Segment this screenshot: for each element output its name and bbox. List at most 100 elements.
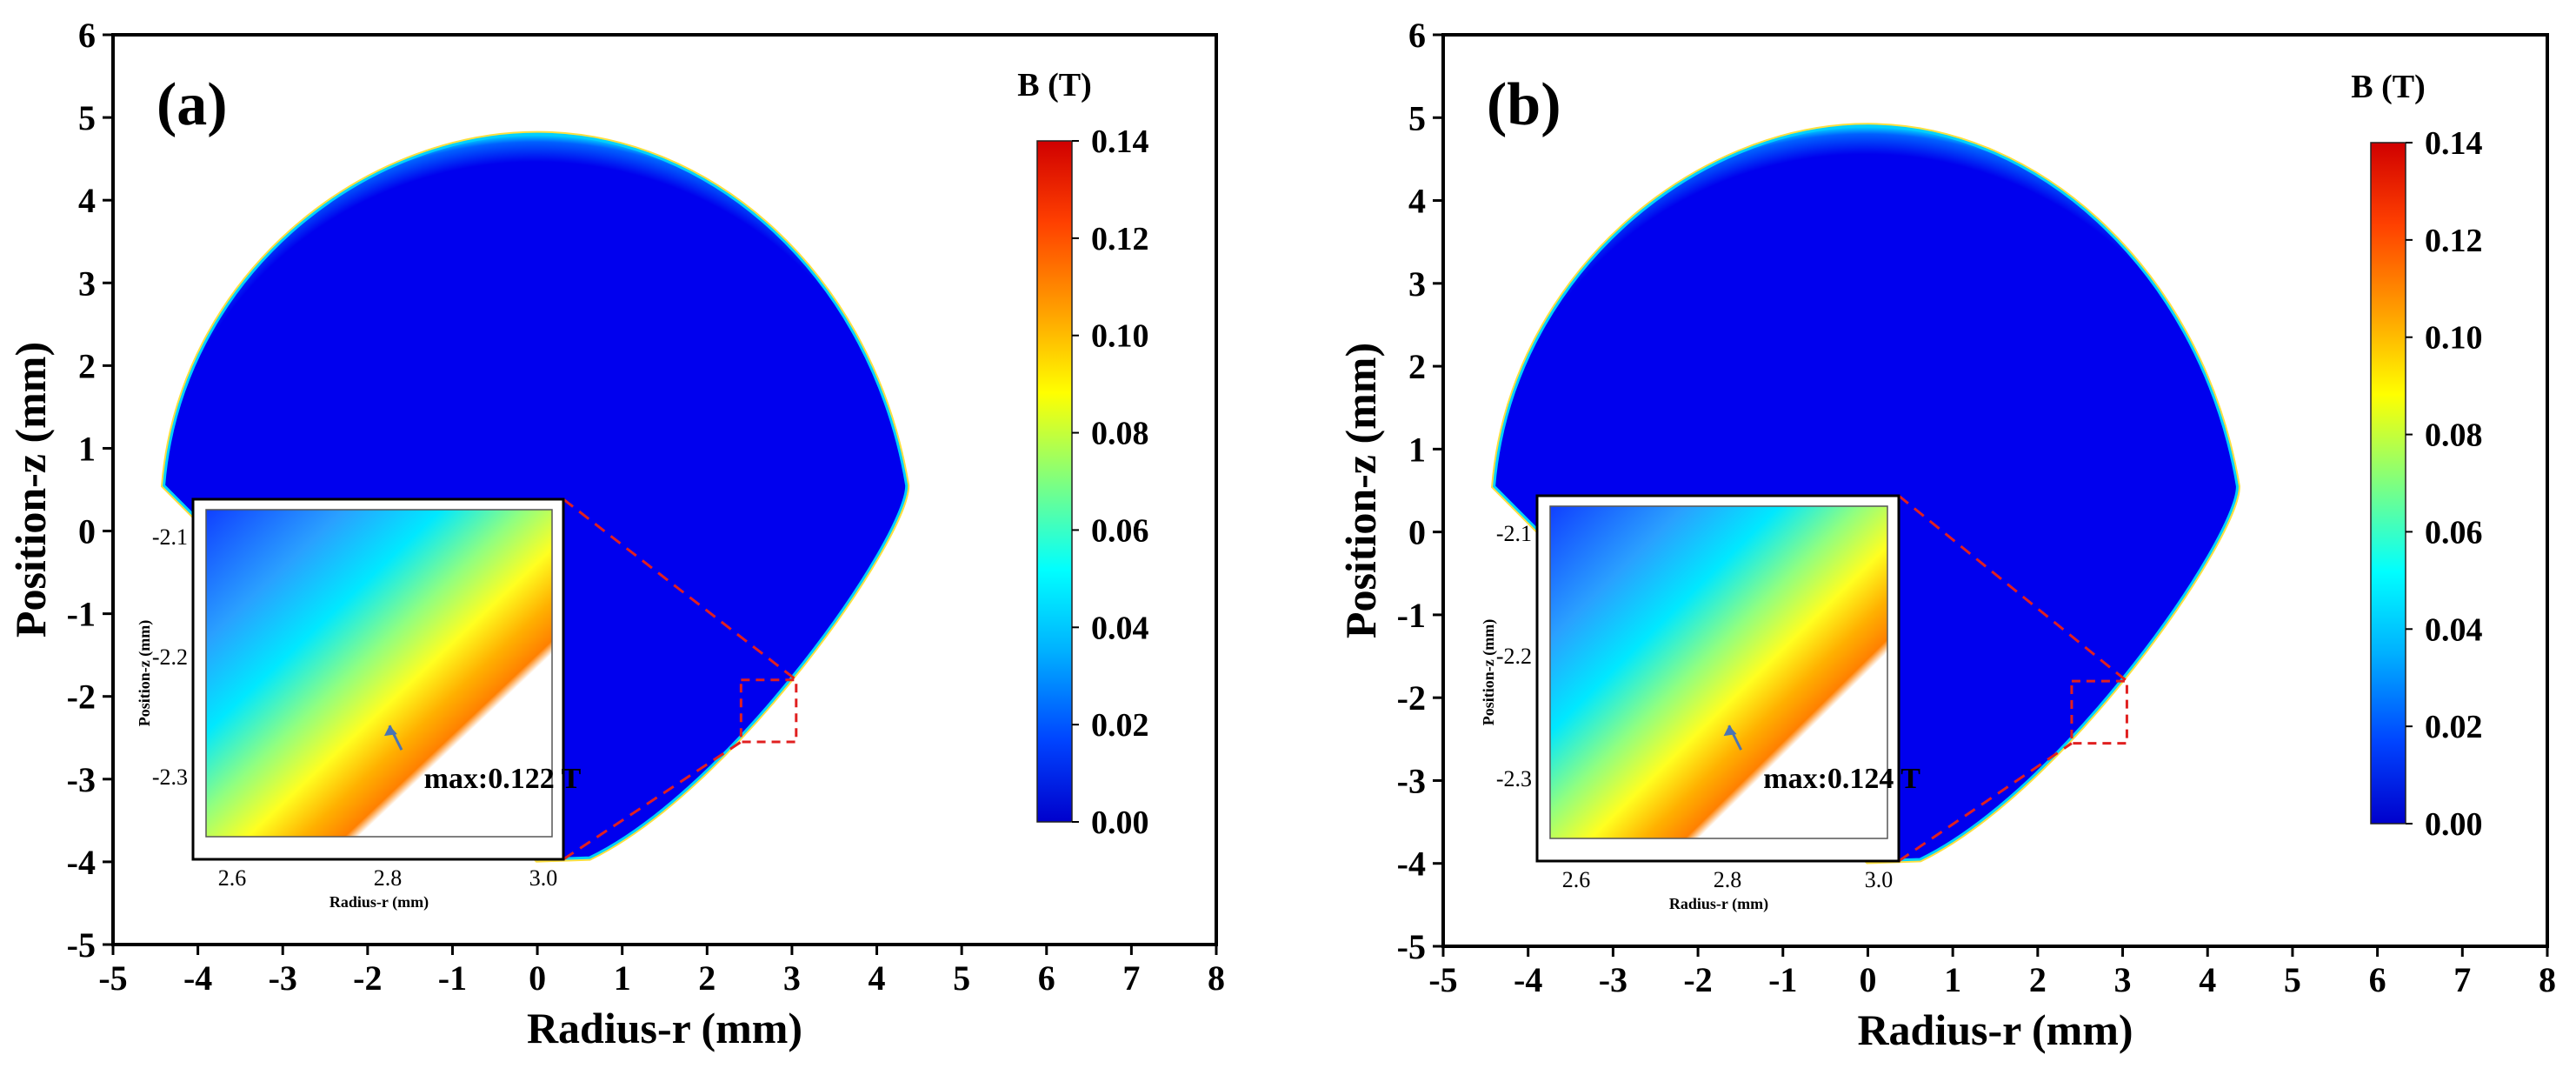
y-tick-label: -5 xyxy=(67,925,96,965)
plot-frame xyxy=(111,33,1218,946)
zoom-connector-bottom xyxy=(1898,742,2073,863)
x-tick-label: 8 xyxy=(2539,960,2556,999)
zoom-connector-bottom xyxy=(562,740,742,861)
x-tick-label: 6 xyxy=(2369,960,2386,999)
colorbar-tick-label: 0.06 xyxy=(2425,514,2483,551)
inset-x-label: Radius-r (mm) xyxy=(329,893,429,911)
y-tick-label: 0 xyxy=(78,512,96,551)
y-tick-label: 1 xyxy=(1408,430,1426,469)
droplet-body xyxy=(163,132,909,861)
y-tick-label: 4 xyxy=(1408,182,1426,221)
x-tick-label: 4 xyxy=(2199,960,2216,999)
droplet-body xyxy=(1493,124,2239,863)
panel-a: 2.6 2.8 3.0 -2.1 -2.2 -2.3 Radius-r (mm) Positi… xyxy=(6,16,1225,1052)
zoom-indicator xyxy=(562,497,798,861)
colorbar-tick-label: 0.02 xyxy=(2425,709,2483,745)
x-tick-label: -1 xyxy=(1768,960,1797,999)
x-tick-label: 0 xyxy=(529,958,546,998)
y-tick-label: -2 xyxy=(67,678,96,717)
x-tick-label: 0 xyxy=(1859,960,1876,999)
zoom-connector-top xyxy=(562,497,797,681)
y-tick-label: 6 xyxy=(1408,16,1426,55)
y-tick-label: -5 xyxy=(1397,927,1426,966)
x-tick-label: -3 xyxy=(269,958,297,998)
colorbar-tick-label: 0.04 xyxy=(1091,610,1149,646)
colorbar-tick-label: 0.00 xyxy=(1091,805,1149,841)
y-tick-label: -4 xyxy=(67,843,96,882)
colorbar-tick-label: 0.04 xyxy=(2425,611,2483,648)
y-tick-label: 2 xyxy=(78,346,96,385)
inset-field xyxy=(206,510,552,837)
x-axis-ticks: -5 -4 -3 -2 -1 0 1 2 3 4 5 6 7 8 xyxy=(98,945,1225,998)
max-arrow-head xyxy=(1723,725,1737,737)
x-tick-label: 1 xyxy=(1944,960,1961,999)
y-tick-label: -1 xyxy=(1397,596,1426,635)
inset-y-tick-label: -2.2 xyxy=(152,644,188,670)
panel-label: (a) xyxy=(156,71,228,138)
max-arrow-head xyxy=(383,725,397,737)
y-tick-label: 3 xyxy=(1408,264,1426,304)
x-axis-title: Radius-r (mm) xyxy=(527,1004,802,1052)
inset-zoom-plot: 2.6 2.8 3.0 -2.1 -2.2 -2.3 Radius-r (mm) Positi… xyxy=(1480,494,1920,913)
x-tick-label: 7 xyxy=(2453,960,2471,999)
droplet-field xyxy=(1490,123,2240,865)
inset-plot-border xyxy=(205,509,553,838)
y-tick-label: 1 xyxy=(78,429,96,468)
y-tick-label: -1 xyxy=(67,595,96,634)
x-tick-label: 5 xyxy=(2284,960,2301,999)
inset-y-label: Position-z (mm) xyxy=(1480,619,1498,725)
y-tick-label: 4 xyxy=(78,181,96,220)
y-axis-ticks: -5 -4 -3 -2 -1 0 1 2 3 4 5 6 xyxy=(67,16,113,965)
inset-x-tick-label: 2.8 xyxy=(374,865,403,891)
x-axis-title: Radius-r (mm) xyxy=(1857,1005,2133,1054)
y-tick-label: 5 xyxy=(1408,98,1426,137)
x-tick-label: 1 xyxy=(614,958,631,998)
inset-x-tick-label: 3.0 xyxy=(1865,867,1894,892)
inset-x-tick-label: 2.6 xyxy=(218,865,247,891)
colorbar-tick-label: 0.12 xyxy=(1091,221,1149,257)
colorbar-tick-label: 0.12 xyxy=(2425,223,2483,259)
panel-b: 2.6 2.8 3.0 -2.1 -2.2 -2.3 Radius-r (mm) Positi… xyxy=(1336,16,2556,1054)
droplet-field xyxy=(160,130,910,863)
inset-x-tick-label: 2.8 xyxy=(1714,867,1742,892)
y-tick-label: -3 xyxy=(1397,761,1426,800)
colorbar-gradient xyxy=(1036,140,1073,823)
inset-x-tick-label: 2.6 xyxy=(1562,867,1591,892)
y-tick-label: -2 xyxy=(1397,678,1426,718)
inset-y-tick-label: -2.1 xyxy=(152,524,188,550)
x-tick-label: -1 xyxy=(438,958,467,998)
x-tick-label: -3 xyxy=(1599,960,1627,999)
inset-y-tick-label: -2.3 xyxy=(1496,766,1532,791)
y-axis-ticks: -5 -4 -3 -2 -1 0 1 2 3 4 5 6 xyxy=(1397,16,1443,966)
y-axis-title: Position-z (mm) xyxy=(1336,343,1385,638)
y-tick-label: 0 xyxy=(1408,513,1426,552)
colorbar-tick-label: 0.08 xyxy=(2425,417,2483,454)
panel-label: (b) xyxy=(1487,71,1561,138)
colorbar-tick-label: 0.00 xyxy=(2425,806,2483,843)
x-tick-label: 4 xyxy=(869,958,886,998)
inset-y-tick-label: -2.2 xyxy=(1496,644,1532,669)
zoom-indicator xyxy=(1898,494,2128,863)
inset-zoom-plot: 2.6 2.8 3.0 -2.1 -2.2 -2.3 Radius-r (mm) Positi… xyxy=(136,497,582,911)
y-tick-label: -3 xyxy=(67,760,96,799)
y-tick-label: 6 xyxy=(78,16,96,55)
y-tick-label: -4 xyxy=(1397,845,1426,884)
colorbar-tick-label: 0.06 xyxy=(1091,512,1149,549)
x-tick-label: 2 xyxy=(698,958,716,998)
y-tick-label: 5 xyxy=(78,98,96,137)
inset-y-label: Position-z (mm) xyxy=(136,620,154,726)
x-tick-label: 8 xyxy=(1208,958,1225,998)
x-tick-label: 5 xyxy=(953,958,970,998)
x-tick-label: -2 xyxy=(1683,960,1712,999)
y-tick-label: 2 xyxy=(1408,347,1426,386)
inset-plot-border xyxy=(1549,505,1888,839)
colorbar-tick-label: 0.14 xyxy=(2425,125,2483,162)
inset-y-tick-label: -2.1 xyxy=(1496,521,1532,546)
inset-x-label: Radius-r (mm) xyxy=(1669,895,1768,913)
x-tick-label: 3 xyxy=(2114,960,2132,999)
x-tick-label: 3 xyxy=(783,958,801,998)
max-annotation: max:0.124 T xyxy=(1763,763,1920,795)
colorbar-title: B (T) xyxy=(1017,67,1092,103)
colorbar-tick-label: 0.02 xyxy=(1091,707,1149,744)
